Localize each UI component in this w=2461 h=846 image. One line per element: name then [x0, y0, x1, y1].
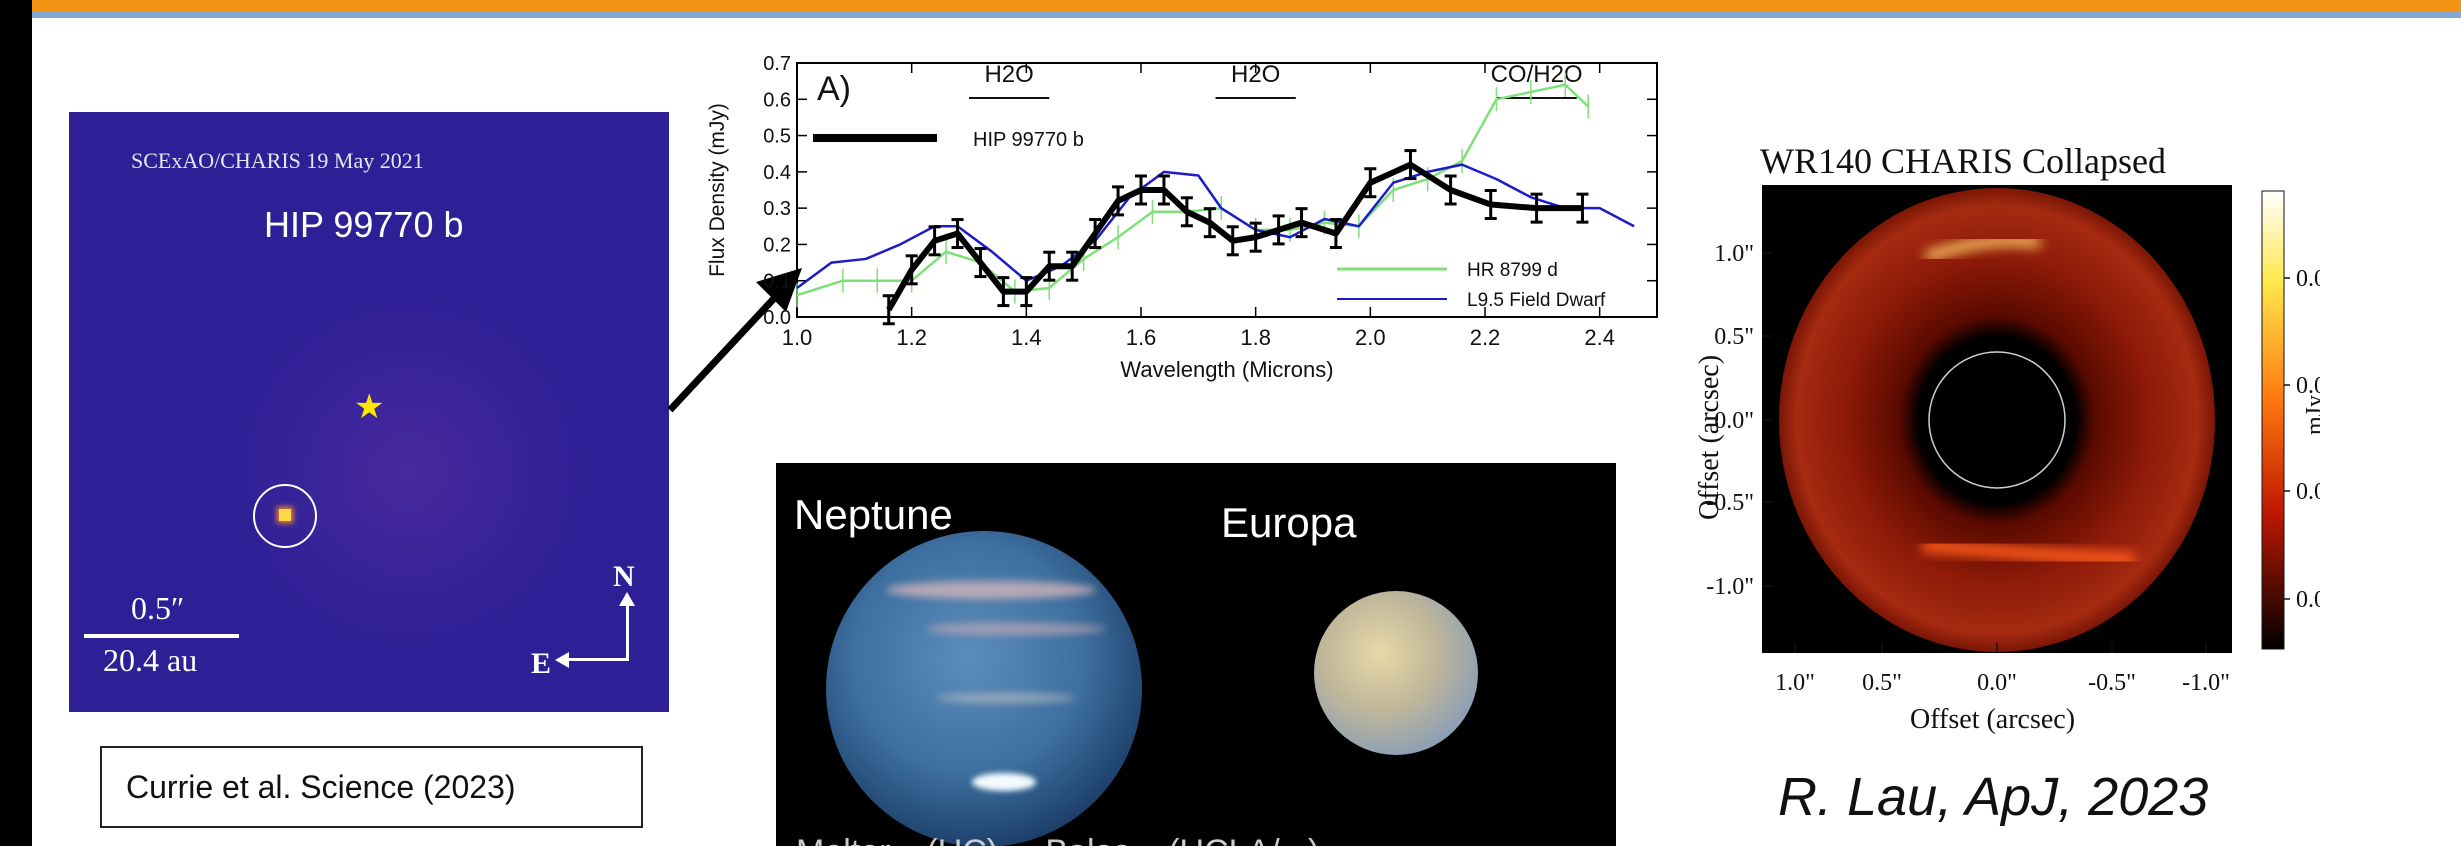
scale-bar: [84, 634, 239, 638]
neptune-label: Neptune: [794, 491, 953, 538]
y-tick-label: 0.7: [763, 53, 791, 75]
wr140-x-tick-label: 0.0": [1977, 670, 2017, 696]
spectrum-chart: 1.0 1.2 1.4 1.6 1.8 2.0 2.2 2.4 0.0 0.1 0.2 0.3 0.4 0…: [706, 53, 1658, 382]
compass-east-arrow-shaft: [561, 658, 629, 661]
europa-label: Europa: [1221, 499, 1357, 546]
x-tick-label: 1.6: [1126, 325, 1157, 350]
neptune-europa-image: Neptune Europa Molter... (UC) ... Balas.…: [776, 463, 1616, 846]
image-caption: SCExAO/CHARIS 19 May 2021: [131, 148, 424, 173]
x-axis-label: Wavelength (Microns): [1120, 357, 1333, 382]
band-label: CO/H2O: [1491, 61, 1583, 88]
x-tick-label: 2.2: [1470, 325, 1501, 350]
wr140-colorbar: [2261, 190, 2285, 650]
neptune-disc: [826, 531, 1142, 846]
scale-bar-arcsec: 0.5″: [131, 590, 185, 626]
wr140-y-tick-label: -0.5": [1706, 490, 1754, 516]
compass-east-label: E: [531, 647, 552, 680]
wr140-xlabel: Offset (arcsec): [1910, 704, 2075, 735]
wr140-y-tick-label: 0.0": [1714, 408, 1754, 434]
y-tick-label: 0.4: [763, 162, 791, 184]
citation-text: Currie et al. Science (2023): [126, 768, 516, 805]
neptune-cloud-band: [926, 623, 1106, 635]
y-tick-label: 0.5: [763, 126, 791, 148]
y-tick-label: 0.1: [763, 271, 791, 293]
compass-north-arrow-shaft: [626, 598, 629, 658]
europa-disc: [1314, 591, 1478, 755]
wr140-title: WR140 CHARIS Collapsed: [1760, 141, 2166, 181]
y-tick-label: 0.0: [763, 307, 791, 329]
wr140-ylabel: Offset (arcsec): [1694, 355, 1725, 520]
pointer-arrowhead-icon: [756, 268, 802, 312]
legend-label: HIP 99770 b: [973, 129, 1084, 151]
scale-bar-au: 20.4 au: [103, 642, 198, 678]
neptune-cloud-band: [936, 693, 1076, 703]
wr140-y-tick-label: 0.5": [1714, 324, 1754, 350]
plot-frame: [796, 62, 1658, 318]
colorbar-tick-label: 0.02: [2296, 479, 2320, 505]
planet-name-label: HIP 99770 b: [264, 204, 464, 245]
neptune-bright-spot: [972, 773, 1036, 791]
series-line-0: [886, 161, 1583, 312]
citation-box: Currie et al. Science (2023): [100, 746, 643, 828]
image-credit-footer: Molter... (UC) ... Balas... (UCLA/...): [796, 833, 1319, 846]
compass-north-arrowhead-icon: [619, 592, 635, 606]
legend-label: HR 8799 d: [1467, 260, 1558, 281]
x-tick-label: 2.4: [1584, 325, 1615, 350]
wr140-x-tick-label: -1.0": [2182, 670, 2230, 696]
left-edge-bar: [0, 0, 32, 846]
colorbar-tick-label: 0.06: [2296, 266, 2320, 292]
wr140-y-tick-label: -1.0": [1706, 574, 1754, 600]
top-accent-bar: [0, 0, 2461, 18]
x-tick-label: 1.2: [896, 325, 927, 350]
planet-point-source: [279, 509, 291, 521]
x-tick-label: 1.0: [782, 325, 813, 350]
wr140-bright-arc: [1921, 538, 2136, 567]
planet-circle-marker: [253, 484, 317, 548]
legend-label: L9.5 Field Dwarf: [1467, 290, 1606, 311]
wr140-credit: R. Lau, ApJ, 2023: [1778, 767, 2209, 827]
band-label: H2O: [984, 61, 1033, 88]
wr140-x-tick-label: 1.0": [1775, 670, 1815, 696]
neptune-cloud-band: [886, 581, 1096, 599]
band-label: H2O: [1231, 61, 1280, 88]
host-star-icon: ★: [354, 388, 385, 426]
wr140-y-tick-label: 1.0": [1714, 241, 1754, 267]
speckle-halo: [219, 292, 599, 652]
colorbar-unit-label: mJy: [2302, 395, 2320, 435]
y-tick-label: 0.3: [763, 198, 791, 220]
colorbar-tick-label: 0.04: [2296, 373, 2320, 399]
x-tick-label: 1.8: [1240, 325, 1271, 350]
wr140-x-tick-label: 0.5": [1862, 670, 1902, 696]
wr140-bright-arc: [1924, 235, 2041, 262]
compass-east-arrowhead-icon: [555, 652, 569, 668]
wr140-figure: WR140 CHARIS Collapsed 1.0" 0.5" 0.0" -0.5"…: [1694, 141, 2320, 735]
colorbar-tick-label: 0.00: [2296, 587, 2320, 613]
hip-99770b-image: SCExAO/CHARIS 19 May 2021 HIP 99770 b ★ …: [69, 112, 669, 712]
wr140-x-tick-label: -0.5": [2088, 670, 2136, 696]
compass-north-label: N: [613, 560, 635, 593]
y-tick-label: 0.6: [763, 89, 791, 111]
pointer-arrow: [667, 268, 802, 413]
y-tick-label: 0.2: [763, 234, 791, 256]
y-axis-label: Flux Density (mJy): [706, 103, 729, 277]
wr140-coronagraph-mask: [1928, 351, 2066, 489]
panel-label: A): [817, 70, 851, 108]
x-tick-label: 2.0: [1355, 325, 1386, 350]
x-tick-label: 1.4: [1011, 325, 1042, 350]
